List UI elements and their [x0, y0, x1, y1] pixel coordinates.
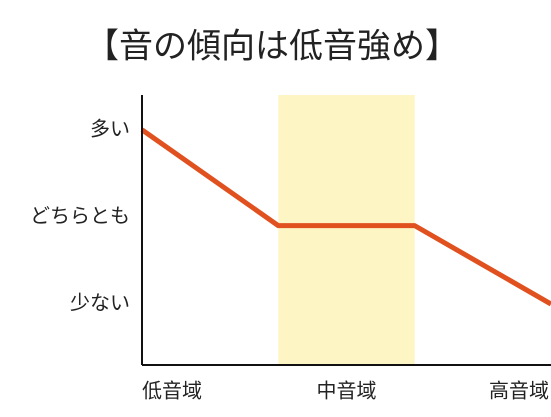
y-tick-label: 少ない	[70, 291, 130, 315]
x-tick-label: 低音域	[142, 379, 202, 403]
data-line	[140, 127, 551, 307]
y-tick-label: どちらとも	[30, 203, 130, 227]
chart-title: 【音の傾向は低音強め】	[85, 27, 459, 67]
x-tick-label: 高音域	[489, 379, 549, 403]
highlight-band	[278, 95, 415, 365]
y-tick-label: 多い	[90, 116, 130, 140]
x-tick-label: 中音域	[317, 379, 377, 403]
